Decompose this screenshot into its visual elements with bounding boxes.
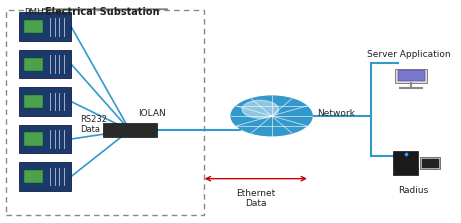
FancyBboxPatch shape (24, 20, 43, 33)
Text: Ethernet
Data: Ethernet Data (236, 189, 276, 208)
Text: Electrical Substation: Electrical Substation (46, 7, 160, 17)
FancyBboxPatch shape (103, 123, 157, 137)
Circle shape (231, 96, 312, 136)
Text: Server Application: Server Application (367, 50, 451, 59)
FancyBboxPatch shape (19, 125, 71, 153)
FancyBboxPatch shape (420, 157, 440, 169)
FancyBboxPatch shape (396, 68, 427, 83)
FancyBboxPatch shape (24, 170, 43, 183)
Text: IOLAN: IOLAN (138, 109, 166, 118)
Text: PMU's: PMU's (24, 8, 51, 17)
Text: Radius: Radius (398, 186, 429, 195)
FancyBboxPatch shape (24, 58, 43, 71)
FancyBboxPatch shape (24, 95, 43, 108)
FancyBboxPatch shape (421, 159, 439, 168)
FancyBboxPatch shape (19, 12, 71, 41)
Text: RS232
Data: RS232 Data (80, 115, 107, 134)
FancyBboxPatch shape (398, 70, 425, 81)
FancyBboxPatch shape (19, 87, 71, 116)
Circle shape (242, 100, 278, 118)
FancyBboxPatch shape (393, 151, 418, 175)
Text: Network: Network (317, 109, 355, 118)
FancyBboxPatch shape (24, 132, 43, 146)
FancyBboxPatch shape (19, 162, 71, 191)
FancyBboxPatch shape (19, 50, 71, 78)
